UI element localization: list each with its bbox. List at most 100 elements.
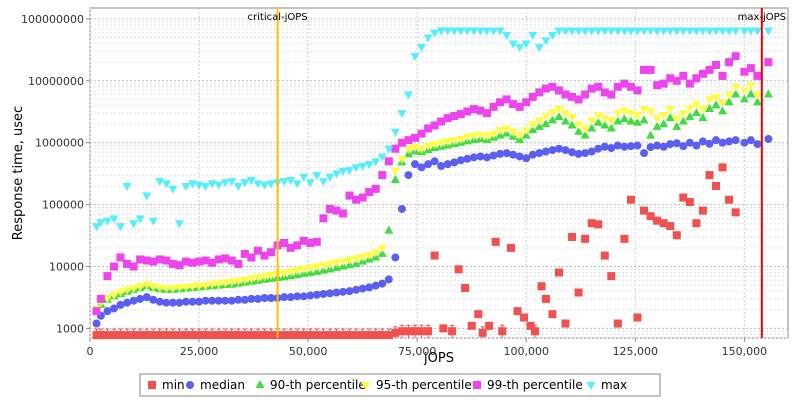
p99-point: [496, 98, 505, 107]
min-point: [731, 208, 740, 217]
p95-point: [318, 262, 328, 271]
max-point: [102, 217, 112, 226]
median-point: [149, 295, 158, 304]
median-point: [267, 293, 276, 302]
x-tick-label: 50,000: [289, 345, 328, 358]
min-point: [587, 219, 596, 228]
p90-point: [739, 94, 749, 103]
p95-point: [116, 288, 126, 297]
p90-point: [547, 115, 557, 124]
p99-point: [646, 65, 655, 74]
p99-point: [142, 256, 151, 265]
min-point: [607, 272, 616, 281]
p90-point: [652, 121, 662, 130]
min-error-bars: [94, 324, 537, 338]
max-point: [711, 27, 721, 36]
median-point: [620, 142, 629, 151]
p99-point: [312, 237, 321, 246]
median-point: [306, 291, 315, 300]
x-axis-label: jOPS: [423, 351, 454, 366]
p95-point: [739, 87, 749, 96]
median-point: [404, 171, 413, 180]
max-point: [541, 37, 551, 46]
median-point: [358, 284, 367, 293]
legend: min median 90-th percentile 95-th percentil…: [139, 373, 661, 397]
p99-point: [92, 307, 101, 316]
median-point: [496, 149, 505, 158]
p99-point: [332, 206, 341, 215]
max-point: [724, 27, 734, 36]
p90-point: [534, 121, 544, 130]
median-point: [692, 141, 701, 150]
max-point: [397, 110, 407, 119]
legend-swatch-max: [586, 382, 596, 390]
max-point: [574, 27, 584, 36]
median-point: [764, 134, 773, 143]
max-point: [240, 179, 250, 188]
median-point: [476, 152, 485, 161]
max-point: [168, 185, 178, 194]
p95-point: [528, 121, 538, 130]
p95-point: [704, 96, 714, 105]
p90-point: [574, 126, 584, 135]
min-point: [594, 220, 603, 229]
p95-point: [201, 282, 211, 291]
min-point: [672, 231, 681, 240]
p95-point: [286, 268, 296, 277]
p95-point: [547, 109, 557, 118]
p99-point: [594, 82, 603, 91]
median-point: [574, 149, 583, 158]
p99-point: [149, 257, 158, 266]
max-point: [508, 40, 518, 49]
min-point: [561, 319, 570, 328]
p95-point: [410, 144, 420, 153]
p99-point: [535, 88, 544, 97]
median-point: [515, 152, 524, 161]
p95-point: [371, 249, 381, 258]
max-point: [371, 158, 381, 167]
min-point: [548, 310, 557, 319]
p99-point: [515, 102, 524, 111]
median-point: [365, 283, 374, 292]
median-point: [705, 139, 714, 148]
p99-point: [168, 259, 177, 268]
median-point: [384, 275, 393, 284]
x-tick-label: 125,000: [613, 345, 659, 358]
median-point: [391, 253, 400, 262]
median-point: [221, 296, 230, 305]
median-point: [201, 296, 210, 305]
min-point: [554, 268, 563, 277]
median-point: [731, 136, 740, 145]
y-tick-label: 100000: [42, 199, 84, 212]
max-point: [338, 167, 348, 176]
y-axis-label: Response time, usec: [11, 106, 26, 240]
p99-point: [437, 117, 446, 126]
p99-point: [384, 157, 393, 166]
max-point: [731, 27, 741, 36]
p95-point: [652, 115, 662, 124]
median-point: [653, 141, 662, 150]
p99-point: [430, 121, 439, 130]
min-point: [666, 222, 675, 231]
p99-point: [417, 129, 426, 138]
p95-point: [685, 105, 695, 114]
max-point: [718, 27, 728, 36]
p99-point: [195, 257, 204, 266]
max-point: [691, 27, 701, 36]
p95-point: [752, 91, 762, 100]
median-point: [607, 144, 616, 153]
median-point: [168, 298, 177, 307]
p95-point: [299, 266, 309, 275]
max-point: [358, 163, 368, 172]
median-point: [227, 296, 236, 305]
p99-point: [162, 256, 171, 265]
max-point: [351, 164, 361, 173]
max-point: [96, 219, 106, 228]
legend-swatch-min: [148, 381, 156, 389]
p95-point: [364, 251, 374, 260]
legend-swatch-p95: [361, 382, 371, 390]
max-point: [659, 27, 669, 36]
p99-point: [705, 65, 714, 74]
p99-point: [581, 90, 590, 99]
p90-point: [390, 174, 400, 183]
